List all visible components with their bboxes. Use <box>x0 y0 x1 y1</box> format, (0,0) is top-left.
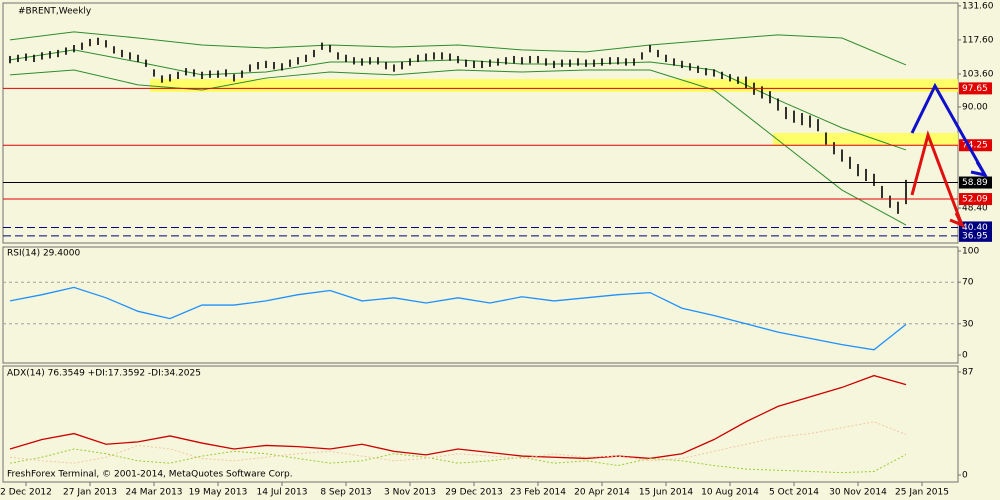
rsi-title: RSI(14) 29.4000 <box>7 249 80 259</box>
adx-panel <box>2 365 959 483</box>
y-tick-label: 0 <box>962 471 968 481</box>
level-label-box <box>959 176 992 189</box>
band-line <box>9 69 907 226</box>
band-line <box>9 31 907 66</box>
x-tick-label: 29 Dec 2013 <box>445 488 503 498</box>
level-label: 74.25 <box>962 141 988 151</box>
x-tick-label: 24 Mar 2013 <box>125 488 182 498</box>
y-tick-label: 131.60 <box>962 1 994 11</box>
level-label-box <box>959 229 992 242</box>
y-tick-label: 0 <box>962 350 968 360</box>
x-tick-label: 3 Nov 2013 <box>384 488 436 498</box>
x-tick-label: 27 Jan 2013 <box>63 488 117 498</box>
resistance-zone <box>773 133 958 145</box>
indicator-line <box>9 448 907 474</box>
adx-title: ADX(14) 76.3549 +DI:17.3592 -DI:34.2025 <box>7 369 201 379</box>
level-label-box <box>959 82 992 95</box>
x-tick-label: 5 Oct 2014 <box>769 488 819 498</box>
x-tick-label: 10 Aug 2014 <box>701 488 759 498</box>
level-label-box <box>959 193 992 206</box>
y-tick-label: 48.40 <box>962 204 988 214</box>
level-label: 58.89 <box>962 178 988 188</box>
chart-title: #BRENT,Weekly <box>18 7 92 17</box>
y-tick-label: 30 <box>962 319 974 329</box>
resistance-zone <box>150 79 958 92</box>
arrow-head <box>949 212 966 228</box>
level-label: 97.65 <box>962 84 988 94</box>
y-tick-label: 117.60 <box>962 35 994 45</box>
forecast-arrow <box>910 82 987 176</box>
level-label: 40.40 <box>962 223 988 233</box>
y-tick-label: 100 <box>962 247 979 257</box>
x-tick-label: 25 Jan 2015 <box>895 488 949 498</box>
indicator-line <box>9 286 907 351</box>
y-tick-label: 90.00 <box>962 102 988 112</box>
price-panel <box>2 2 959 244</box>
x-tick-label: 14 Jul 2013 <box>257 488 308 498</box>
indicator-line <box>9 421 907 464</box>
forecast-arrow <box>910 130 964 226</box>
x-tick-label: 15 Jun 2014 <box>639 488 693 498</box>
x-tick-label: 20 Apr 2014 <box>574 488 630 498</box>
level-label: 36.95 <box>962 231 988 241</box>
x-tick-label: 2 Dec 2012 <box>0 488 52 498</box>
indicator-line <box>9 374 907 460</box>
x-tick-label: 8 Sep 2013 <box>320 488 371 498</box>
arrow-head <box>970 161 989 178</box>
y-tick-label: 70 <box>962 278 974 288</box>
x-tick-label: 23 Feb 2014 <box>510 488 566 498</box>
x-tick-label: 19 May 2013 <box>189 488 248 498</box>
x-tick-label: 30 Nov 2014 <box>829 488 887 498</box>
footer: FreshForex Terminal, © 2001-2014, MetaQu… <box>7 470 293 480</box>
level-label: 52.09 <box>962 195 988 205</box>
rsi-panel <box>2 246 959 364</box>
y-tick-label: 87 <box>962 368 973 378</box>
y-tick-label: 103.60 <box>962 69 994 79</box>
